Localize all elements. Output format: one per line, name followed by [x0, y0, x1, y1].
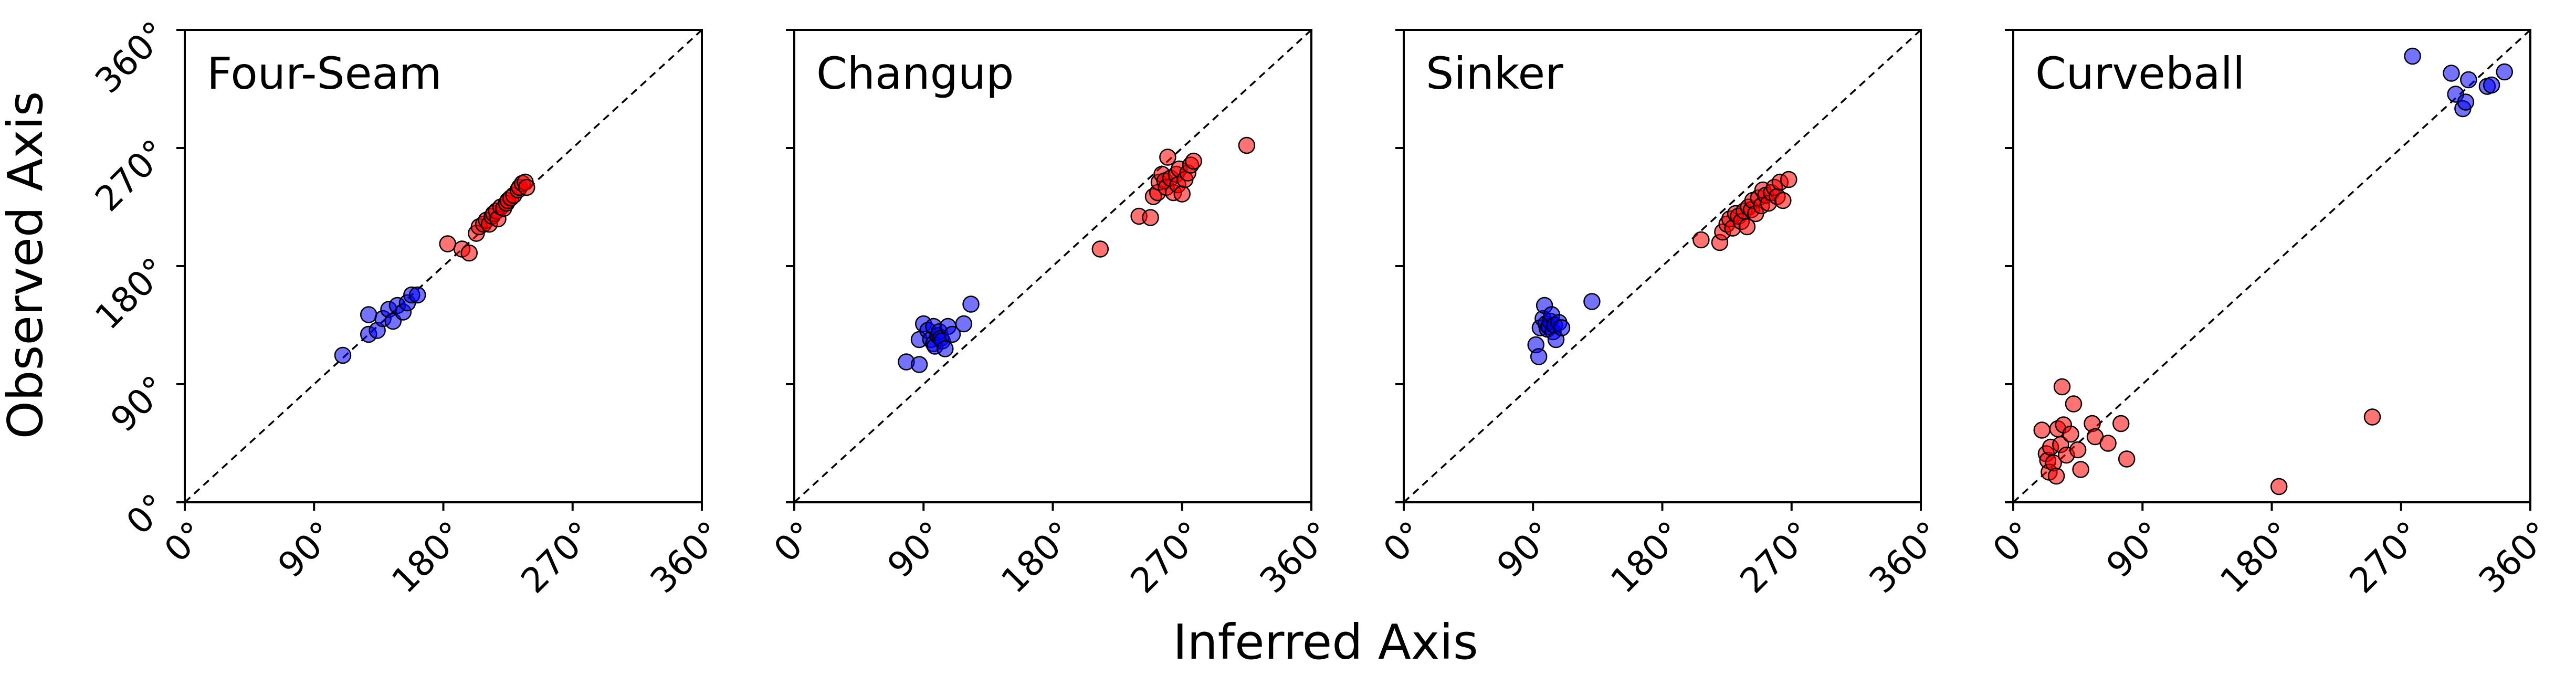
x-tick-label: 90°: [2099, 513, 2171, 585]
panel-title: Changup: [816, 48, 1014, 99]
point-blue-3: [360, 306, 377, 323]
x-tick-label: 90°: [1489, 513, 1561, 585]
point-blue-2: [1530, 348, 1548, 365]
y-axis-label: Observed Axis: [0, 91, 54, 439]
point-red-25: [1774, 192, 1792, 209]
panel-2: 0° 90° 180° 270° 360° Changup: [766, 29, 1340, 601]
panels-group: 0° 90° 180° 270° 360° 0° 90° 180° 270° 360° Four-S…: [87, 14, 2558, 601]
x-tick-label: 360°: [643, 513, 730, 601]
y-tick-label: 180°: [87, 250, 175, 337]
point-red-16: [2072, 461, 2089, 478]
panel-title: Four-Seam: [207, 48, 442, 99]
panel-title: Curveball: [2035, 48, 2245, 99]
point-red-19: [2099, 435, 2117, 452]
point-red-15: [2069, 441, 2087, 459]
point-red-1: [1091, 240, 1109, 258]
point-red-23: [518, 178, 535, 196]
y-tick-label: 270°: [87, 132, 175, 219]
point-red-22: [2270, 478, 2288, 495]
y-tick-label: 360°: [87, 14, 175, 101]
x-tick-label: 360°: [1252, 513, 1340, 601]
point-red-1: [2033, 421, 2051, 439]
point-blue-15: [1553, 319, 1571, 336]
y-tick-label: 90°: [103, 368, 175, 440]
point-red-21: [2118, 450, 2136, 468]
x-tick-label: 180°: [2212, 513, 2300, 601]
x-tick-label: 180°: [1603, 513, 1690, 601]
point-red-10: [1159, 149, 1176, 166]
point-red-23: [2363, 408, 2381, 426]
x-tick-label: 270°: [2342, 513, 2430, 601]
point-red-13: [2062, 425, 2079, 443]
point-red-11: [1738, 218, 1756, 236]
point-red-3: [460, 244, 478, 262]
point-blue-2: [910, 356, 928, 373]
x-tick-label: 90°: [880, 513, 952, 585]
point-red-1: [439, 235, 456, 252]
panel-title: Sinker: [1426, 48, 1563, 99]
point-red-21: [1238, 136, 1256, 154]
point-red-7: [2047, 467, 2065, 485]
x-tick-label: 180°: [384, 513, 471, 601]
point-red-20: [2112, 415, 2130, 432]
point-blue-9: [2496, 63, 2513, 81]
x-tick-label: 0°: [766, 513, 822, 569]
x-tick-label: 180°: [993, 513, 1081, 601]
point-blue-1: [334, 346, 352, 364]
reference-line: [1403, 29, 1922, 503]
point-red-3: [1142, 209, 1159, 226]
x-tick-label: 270°: [1123, 513, 1211, 601]
x-tick-label: 0°: [1985, 513, 2041, 569]
panel-3: 0° 90° 180° 270° 360° Sinker: [1375, 29, 1949, 601]
point-red-10: [2053, 378, 2071, 396]
point-blue-5: [2457, 93, 2475, 111]
point-red-16: [1173, 185, 1191, 203]
point-blue-16: [1583, 293, 1601, 310]
point-red-26: [1780, 171, 1797, 188]
panel-4: 0° 90° 180° 270° 360° Curveball: [1985, 29, 2559, 601]
panel-1: 0° 90° 180° 270° 360°0°90°180°270°360° Four-S…: [87, 14, 730, 601]
x-tick-label: 360°: [2471, 513, 2559, 601]
x-tick-label: 360°: [1862, 513, 1949, 601]
x-tick-label: 270°: [1732, 513, 1820, 601]
reference-line: [793, 29, 1312, 503]
reference-line: [184, 29, 703, 503]
point-blue-14: [937, 340, 954, 357]
point-red-1: [1692, 231, 1710, 249]
x-tick-label: 90°: [270, 513, 342, 585]
point-blue-2: [2443, 65, 2460, 82]
point-blue-16: [943, 325, 961, 343]
x-axis-label: Inferred Axis: [1173, 614, 1478, 670]
point-red-14: [2065, 395, 2083, 413]
point-blue-6: [2460, 71, 2477, 89]
point-blue-17: [955, 315, 973, 333]
point-blue-1: [2404, 47, 2421, 65]
point-blue-18: [962, 295, 980, 313]
x-tick-label: 270°: [513, 513, 601, 601]
x-tick-label: 0°: [1375, 513, 1432, 569]
point-red-20: [1185, 152, 1202, 170]
point-blue-8: [2483, 76, 2500, 94]
point-blue-12: [409, 286, 426, 304]
